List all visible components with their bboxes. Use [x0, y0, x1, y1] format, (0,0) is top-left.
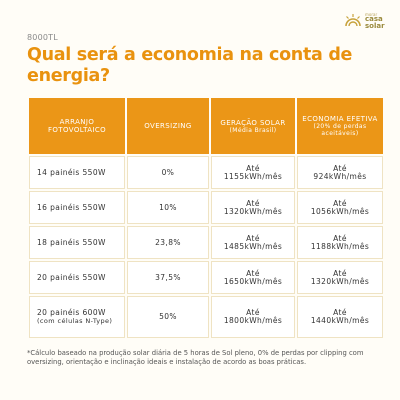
page-title: Qual será a economia na conta de energia… [27, 45, 353, 86]
cell-economia: Até 924kWh/mês [297, 156, 383, 189]
cell-arranjo: 16 painéis 550W [29, 191, 125, 224]
table-row: 20 painéis 600W (com células N-Type) 50% … [29, 296, 383, 338]
cell-arranjo: 18 painéis 550W [29, 226, 125, 259]
economy-table: ARRANJO FOTOVOLTAICO OVERSIZING GERAÇÃO … [27, 96, 385, 340]
brand-line2: solar [365, 22, 385, 30]
table-row: 20 painéis 550W 37,5% Até 1650kWh/mês Até… [29, 261, 383, 294]
cell-geracao: Até 1320kWh/mês [211, 191, 295, 224]
cell-economia: Até 1056kWh/mês [297, 191, 383, 224]
cell-arranjo: 20 painéis 600W (com células N-Type) [29, 296, 125, 338]
col-header-economia: ECONOMIA EFETIVA (20% de perdas aceitávei… [297, 98, 383, 154]
cell-oversizing: 50% [127, 296, 209, 338]
table-header-row: ARRANJO FOTOVOLTAICO OVERSIZING GERAÇÃO … [29, 98, 383, 154]
col-header-oversizing: OVERSIZING [127, 98, 209, 154]
sun-logo-icon [345, 14, 361, 27]
cell-economia: Até 1440kWh/mês [297, 296, 383, 338]
brand-name: casa solar [365, 16, 385, 30]
cell-geracao: Até 1485kWh/mês [211, 226, 295, 259]
cell-oversizing: 37,5% [127, 261, 209, 294]
col-header-arranjo: ARRANJO FOTOVOLTAICO [29, 98, 125, 154]
cell-oversizing: 0% [127, 156, 209, 189]
table-row: 14 painéis 550W 0% Até 1155kWh/mês Até 924… [29, 156, 383, 189]
cell-arranjo: 14 painéis 550W [29, 156, 125, 189]
cell-economia: Até 1188kWh/mês [297, 226, 383, 259]
cell-economia: Até 1320kWh/mês [297, 261, 383, 294]
cell-geracao: Até 1800kWh/mês [211, 296, 295, 338]
brand-small-text: morar [365, 12, 378, 17]
footnote: *Cálculo baseado na produção solar diári… [27, 349, 364, 367]
cell-geracao: Até 1650kWh/mês [211, 261, 295, 294]
table-row: 18 painéis 550W 23,8% Até 1485kWh/mês Até… [29, 226, 383, 259]
cell-oversizing: 10% [127, 191, 209, 224]
brand-line1: casa [365, 15, 383, 23]
brand-logo: morar casa solar [343, 10, 389, 34]
col-header-geracao: GERAÇÃO SOLAR (Média Brasil) [211, 98, 295, 154]
cell-arranjo: 20 painéis 550W [29, 261, 125, 294]
model-label: 8000TL [27, 33, 58, 42]
cell-geracao: Até 1155kWh/mês [211, 156, 295, 189]
cell-oversizing: 23,8% [127, 226, 209, 259]
table-row: 16 painéis 550W 10% Até 1320kWh/mês Até 10… [29, 191, 383, 224]
